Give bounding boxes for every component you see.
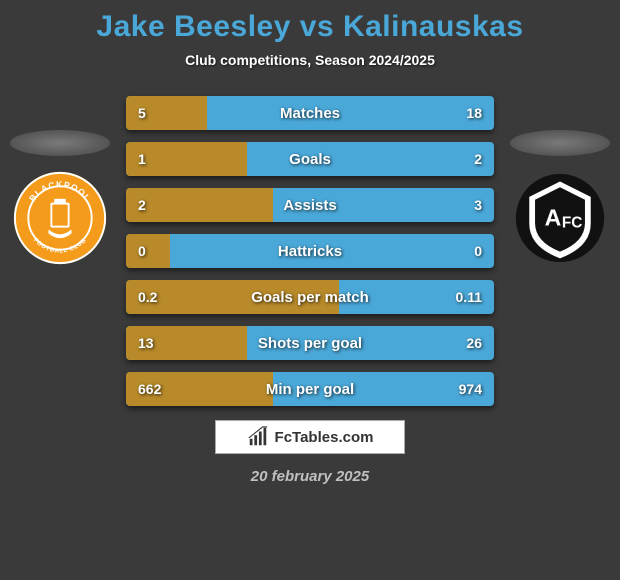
svg-text:A: A	[545, 205, 562, 231]
stat-label: Shots per goal	[126, 326, 494, 360]
stat-label: Hattricks	[126, 234, 494, 268]
stat-value-right: 0	[474, 234, 482, 268]
stat-row: 0.2Goals per match0.11	[126, 280, 494, 314]
stat-label: Matches	[126, 96, 494, 130]
stat-value-right: 3	[474, 188, 482, 222]
crest-left: BLACKPOOL FOOTBALL CLUB	[12, 170, 108, 266]
stat-label: Assists	[126, 188, 494, 222]
blackpool-crest-icon: BLACKPOOL FOOTBALL CLUB	[12, 170, 108, 266]
stat-label: Goals per match	[126, 280, 494, 314]
stat-label: Goals	[126, 142, 494, 176]
stat-row: 13Shots per goal26	[126, 326, 494, 360]
comparison-card: Jake Beesley vs Kalinauskas Club competi…	[0, 0, 620, 580]
stat-value-right: 0.11	[456, 280, 482, 314]
stat-row: 662Min per goal974	[126, 372, 494, 406]
stats-table: 5Matches181Goals22Assists30Hattricks00.2…	[126, 96, 494, 406]
footer-text: FcTables.com	[275, 429, 374, 446]
club-crest-icon: A FC	[512, 170, 608, 266]
date-label: 20 february 2025	[0, 468, 620, 485]
stat-row: 1Goals2	[126, 142, 494, 176]
page-title: Jake Beesley vs Kalinauskas	[0, 10, 620, 44]
stat-row: 0Hattricks0	[126, 234, 494, 268]
subtitle: Club competitions, Season 2024/2025	[0, 52, 620, 68]
chart-icon	[247, 426, 269, 448]
footer-attribution[interactable]: FcTables.com	[215, 420, 405, 454]
stat-value-right: 18	[466, 96, 482, 130]
crest-right: A FC	[512, 170, 608, 266]
stat-value-right: 974	[459, 372, 482, 406]
stat-row: 2Assists3	[126, 188, 494, 222]
crest-shadow-right	[510, 130, 610, 156]
stat-label: Min per goal	[126, 372, 494, 406]
crest-shadow-left	[10, 130, 110, 156]
stat-value-right: 2	[474, 142, 482, 176]
stat-value-right: 26	[466, 326, 482, 360]
stat-row: 5Matches18	[126, 96, 494, 130]
svg-text:FC: FC	[562, 215, 582, 232]
